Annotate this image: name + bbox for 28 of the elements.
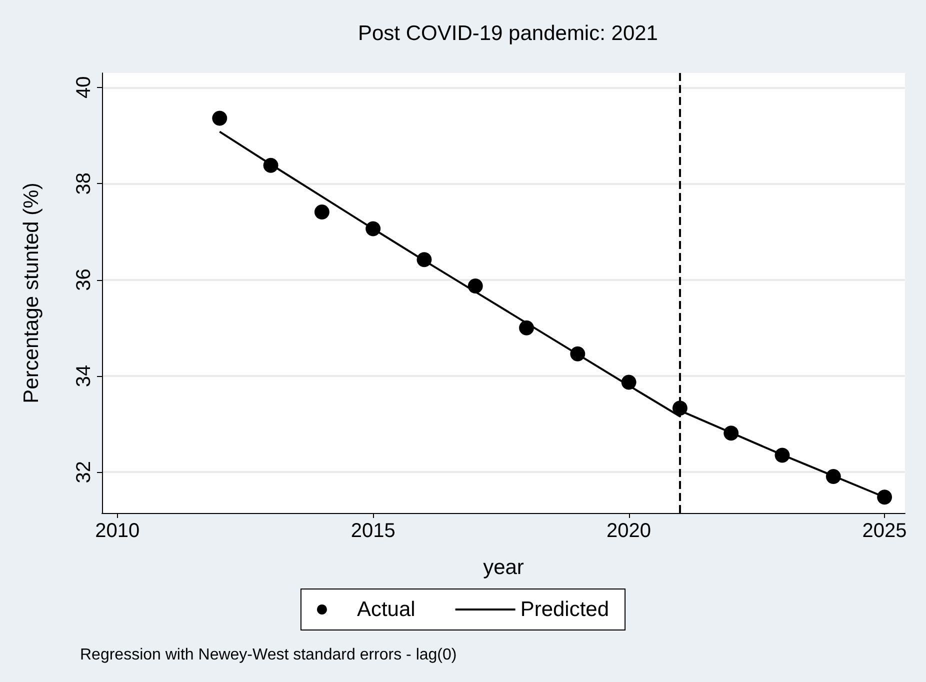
x-tick-label: 2025 [862,520,907,542]
point [724,426,739,441]
point [366,221,381,236]
point [570,346,586,362]
point [826,468,841,484]
x-tick-label: 2015 [350,520,396,542]
point [468,278,483,294]
y-tick-label: 32 [73,461,95,484]
x-axis-title: year [483,556,524,579]
point [877,490,892,505]
y-tick-label: 38 [73,172,95,195]
x-tick-label: 2020 [606,520,652,542]
point [212,110,228,126]
chart-title: Post COVID-19 pandemic: 2021 [358,22,658,45]
point [263,158,278,173]
point [519,320,534,336]
point [774,448,790,463]
point [416,252,432,268]
legend-label: Actual [356,598,416,621]
y-tick-label: 36 [73,268,95,291]
text: Regression with Newey-West standard errors - lag(0) [80,646,457,664]
legend-label: Predicted [520,598,610,621]
x-tick-label: 2010 [95,520,140,542]
point [621,374,636,390]
point [314,204,330,220]
y-axis-title: Percentage stunted (%) [20,182,43,404]
y-tick-label: 40 [73,76,95,99]
y-tick-label: 34 [73,364,95,388]
